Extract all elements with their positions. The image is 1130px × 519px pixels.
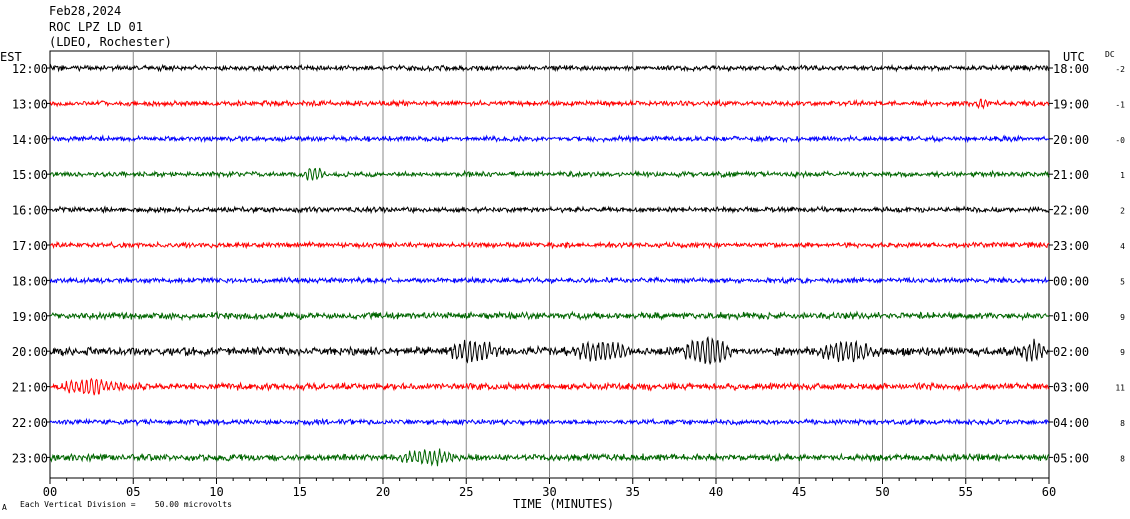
x-tick-label: 50 [875, 485, 889, 499]
station-label: ROC LPZ LD 01 [49, 20, 143, 34]
x-axis-ticks: 00 05 10 15 20 25 30 35 40 45 50 55 60 [43, 478, 1056, 499]
seismic-trace [49, 336, 1050, 366]
dc-value: 11 [1115, 384, 1125, 393]
left-timezone-label: EST [0, 50, 22, 64]
dc-values: -2 -1 -0 1 2 4 5 9 9 11 8 8 [1115, 65, 1125, 463]
x-tick-label: 30 [542, 485, 556, 499]
right-time-label: 22:00 [1053, 204, 1089, 218]
dc-value: 9 [1120, 313, 1125, 322]
seismic-trace [49, 417, 1049, 427]
right-time-label: 00:00 [1053, 274, 1089, 288]
right-time-label: 02:00 [1053, 345, 1089, 359]
dc-value: 1 [1120, 171, 1125, 180]
x-tick-label: 00 [43, 485, 57, 499]
left-time-label: 16:00 [12, 204, 48, 218]
left-time-label: 14:00 [12, 133, 48, 147]
dc-value: -1 [1115, 100, 1125, 109]
dc-value: 8 [1120, 419, 1125, 428]
x-tick-label: 35 [626, 485, 640, 499]
right-timezone-label: UTC [1063, 50, 1085, 64]
date-label: Feb28,2024 [49, 4, 121, 18]
left-time-label: 15:00 [12, 168, 48, 182]
right-time-label: 04:00 [1053, 416, 1089, 430]
x-tick-label: 60 [1042, 485, 1056, 499]
dc-value: 4 [1120, 242, 1125, 251]
x-tick-label: 45 [792, 485, 806, 499]
network-label: (LDEO, Rochester) [49, 35, 172, 49]
dc-value: 9 [1120, 348, 1125, 357]
left-time-label: 21:00 [12, 381, 48, 395]
left-time-label: 20:00 [12, 345, 48, 359]
x-tick-label: 40 [709, 485, 723, 499]
seismic-traces [49, 63, 1050, 467]
right-time-label: 05:00 [1053, 451, 1089, 465]
dc-value: 5 [1120, 277, 1125, 286]
dc-header-label: DC [1105, 50, 1115, 59]
seismic-trace [49, 167, 1050, 181]
x-axis-title: TIME (MINUTES) [513, 497, 614, 511]
seismic-trace [49, 98, 1050, 110]
seismic-trace [49, 205, 1050, 215]
vertical-division-note: Each Vertical Division = 50.00 microvolt… [20, 500, 232, 509]
seismic-trace [49, 63, 1050, 73]
left-time-label: 18:00 [12, 274, 48, 288]
left-time-label: 13:00 [12, 97, 48, 111]
seismic-trace [49, 240, 1050, 250]
seismic-trace [49, 275, 1050, 285]
seismic-trace [49, 448, 1050, 467]
corner-mark: A [2, 503, 7, 512]
right-time-label: 23:00 [1053, 239, 1089, 253]
dc-value: 2 [1120, 207, 1125, 216]
right-time-label: 18:00 [1053, 62, 1089, 76]
right-time-label: 03:00 [1053, 381, 1089, 395]
left-time-label: 17:00 [12, 239, 48, 253]
seismic-trace [49, 310, 1050, 322]
dc-value: 8 [1120, 454, 1125, 463]
seismic-trace [49, 377, 1050, 396]
right-time-label: 19:00 [1053, 97, 1089, 111]
x-tick-label: 25 [459, 485, 473, 499]
right-time-label: 01:00 [1053, 310, 1089, 324]
x-tick-label: 20 [376, 485, 390, 499]
vertical-gridlines [132, 51, 967, 478]
left-time-label: 22:00 [12, 416, 48, 430]
chart-header: Feb28,2024 ROC LPZ LD 01 (LDEO, Rocheste… [49, 4, 172, 49]
left-time-labels: 12:00 13:00 14:00 15:00 16:00 17:00 18:00 19:00… [12, 62, 50, 465]
left-time-label: 19:00 [12, 310, 48, 324]
right-time-labels: 18:00 19:00 20:00 21:00 22:00 23:00 00:00 01:00… [1049, 62, 1089, 465]
seismic-trace [49, 134, 1050, 144]
left-time-label: 12:00 [12, 62, 48, 76]
x-tick-label: 10 [209, 485, 223, 499]
right-time-label: 20:00 [1053, 133, 1089, 147]
x-tick-label: 55 [959, 485, 973, 499]
right-time-label: 21:00 [1053, 168, 1089, 182]
left-time-label: 23:00 [12, 451, 48, 465]
dc-value: -2 [1115, 65, 1125, 74]
dc-value: -0 [1115, 136, 1125, 145]
x-tick-label: 05 [126, 485, 140, 499]
x-tick-label: 15 [293, 485, 307, 499]
